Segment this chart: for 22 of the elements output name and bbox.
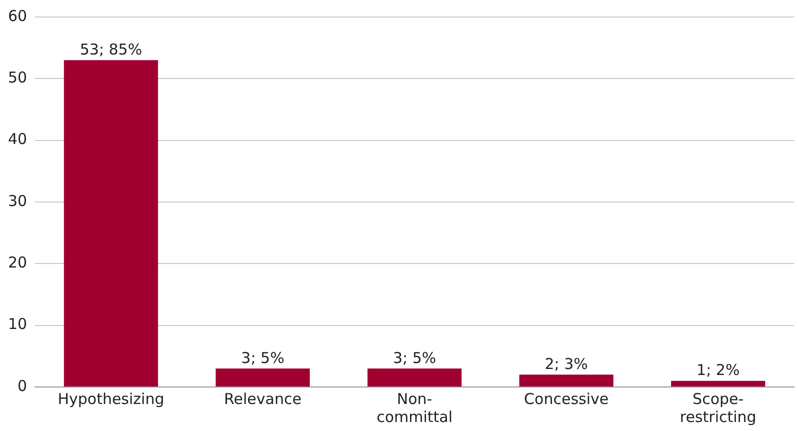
x-tick-label: Concessive [524,390,609,408]
y-tick-label: 0 [18,376,28,395]
y-tick-label: 30 [8,192,28,210]
y-tick-label: 40 [8,130,28,148]
data-label: 2; 3% [544,355,588,374]
bar [519,374,614,386]
y-tick-label: 20 [8,254,28,272]
data-label: 3; 5% [392,348,436,367]
data-label: 53; 85% [80,40,142,59]
x-tick-label: Relevance [224,390,302,408]
data-label: 3; 5% [241,348,284,367]
bar [64,60,158,386]
bar [671,380,766,386]
x-tick-label: Hypothesizing [58,390,164,408]
bar [216,368,310,386]
x-tick-label: Scope-restricting [680,390,756,426]
y-tick-label: 50 [8,68,28,87]
data-label: 1; 2% [696,361,740,380]
y-tick-label: 10 [8,315,28,334]
bar [367,368,462,386]
x-tick-label: Non-committal [376,390,453,426]
y-tick-label: 60 [8,6,28,25]
